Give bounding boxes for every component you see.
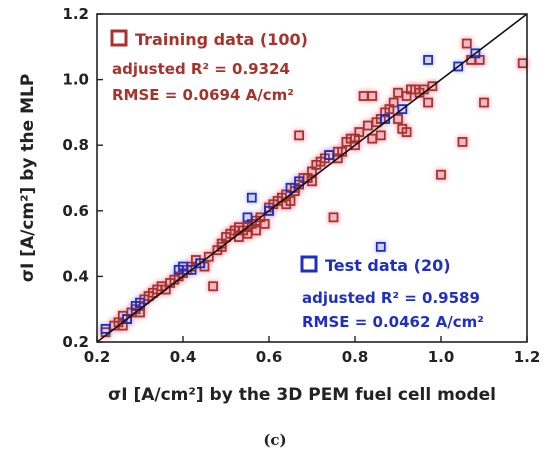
training-point	[457, 137, 468, 147]
test-point	[375, 241, 386, 252]
test-point	[186, 264, 197, 275]
training-point	[388, 97, 399, 108]
y-tick-label: 0.4	[62, 267, 89, 285]
test-point	[195, 258, 206, 269]
x-tick-label: 0.6	[256, 348, 283, 366]
training-point	[393, 114, 403, 124]
test-point	[122, 314, 132, 324]
test-point	[264, 205, 274, 216]
x-axis-label: σI [A/cm²] by the 3D PEM fuel cell model	[108, 385, 496, 405]
test-point	[242, 212, 253, 223]
training-point	[461, 38, 472, 49]
training-point	[281, 199, 292, 210]
training-point-glow	[207, 280, 220, 293]
test-point	[246, 192, 257, 203]
test-point	[453, 61, 464, 72]
training-point	[203, 251, 214, 262]
training-point	[328, 212, 339, 223]
test-point	[397, 104, 408, 115]
axis-ticks: 0.2 0.4 0.6 0.8 1.0 1.2 0.2 0.4 0.6 0.8 1.0 1.2	[62, 5, 540, 366]
training-point-glow	[293, 129, 306, 142]
x-tick-label: 0.4	[170, 348, 197, 366]
x-tick-label: 0.8	[342, 348, 369, 366]
legend-label-training: Training data (100)	[135, 30, 308, 49]
training-point	[423, 97, 434, 108]
training-point-glow	[478, 96, 490, 109]
y-tick-label: 0.2	[62, 333, 89, 351]
test-point	[470, 48, 481, 59]
training-point	[367, 91, 378, 101]
training-point-glow	[366, 90, 379, 102]
training-point-glow	[435, 168, 447, 181]
training-point	[350, 133, 360, 144]
training-point	[242, 228, 253, 239]
training-point	[233, 222, 244, 233]
test-rmse-text: RMSE = 0.0462 A/cm²	[302, 313, 484, 331]
legend-test: Test data (20) adjusted R² = 0.9589 RMSE…	[300, 255, 484, 331]
test-point	[285, 182, 296, 193]
training-point-glow	[327, 211, 340, 224]
y-tick-label: 1.2	[62, 5, 89, 23]
x-tick-label: 1.2	[514, 348, 541, 366]
training-point-glow	[456, 135, 469, 148]
identity-line	[96, 13, 528, 343]
y-tick-label: 1.0	[62, 71, 89, 89]
training-point-glow	[392, 112, 404, 125]
test-point	[324, 150, 335, 160]
figure-caption: (c)	[263, 431, 286, 449]
training-point-glow	[366, 132, 379, 145]
training-point	[427, 81, 438, 92]
legend-training: Training data (100) adjusted R² = 0.9324…	[110, 29, 308, 104]
training-point-glow	[516, 57, 529, 70]
training-point	[259, 219, 270, 229]
x-tick-label: 1.0	[428, 348, 455, 366]
x-tick-label: 0.2	[84, 348, 111, 366]
test-point-glow	[422, 53, 435, 66]
training-point	[216, 241, 227, 252]
legend-swatch-test	[300, 255, 318, 273]
training-point-glow	[460, 37, 473, 50]
training-point	[367, 133, 378, 144]
training-point-glow	[422, 96, 435, 109]
training-point	[401, 127, 412, 137]
training-point	[294, 130, 305, 141]
legend-swatch-training	[110, 29, 128, 47]
legend-label-test: Test data (20)	[325, 256, 451, 275]
y-tick-label: 0.6	[62, 202, 89, 220]
training-point	[479, 97, 489, 108]
y-tick-label: 0.8	[62, 136, 89, 154]
training-r2-text: adjusted R² = 0.9324	[112, 60, 290, 78]
training-rmse-text: RMSE = 0.0694 A/cm²	[112, 86, 294, 104]
training-point	[436, 169, 446, 180]
training-point	[156, 281, 167, 292]
training-point-glow	[361, 119, 374, 132]
test-point-glow	[245, 191, 258, 204]
training-point	[350, 140, 360, 151]
test-point	[135, 297, 145, 308]
plot-frame	[96, 13, 528, 343]
test-point	[294, 176, 305, 187]
test-point	[100, 323, 111, 334]
y-axis-label: σI [A/cm²] by the MLP	[18, 74, 38, 283]
test-point-glow	[374, 240, 387, 253]
test-point	[423, 55, 434, 65]
test-r2-text: adjusted R² = 0.9589	[302, 289, 480, 307]
training-point	[208, 281, 219, 292]
